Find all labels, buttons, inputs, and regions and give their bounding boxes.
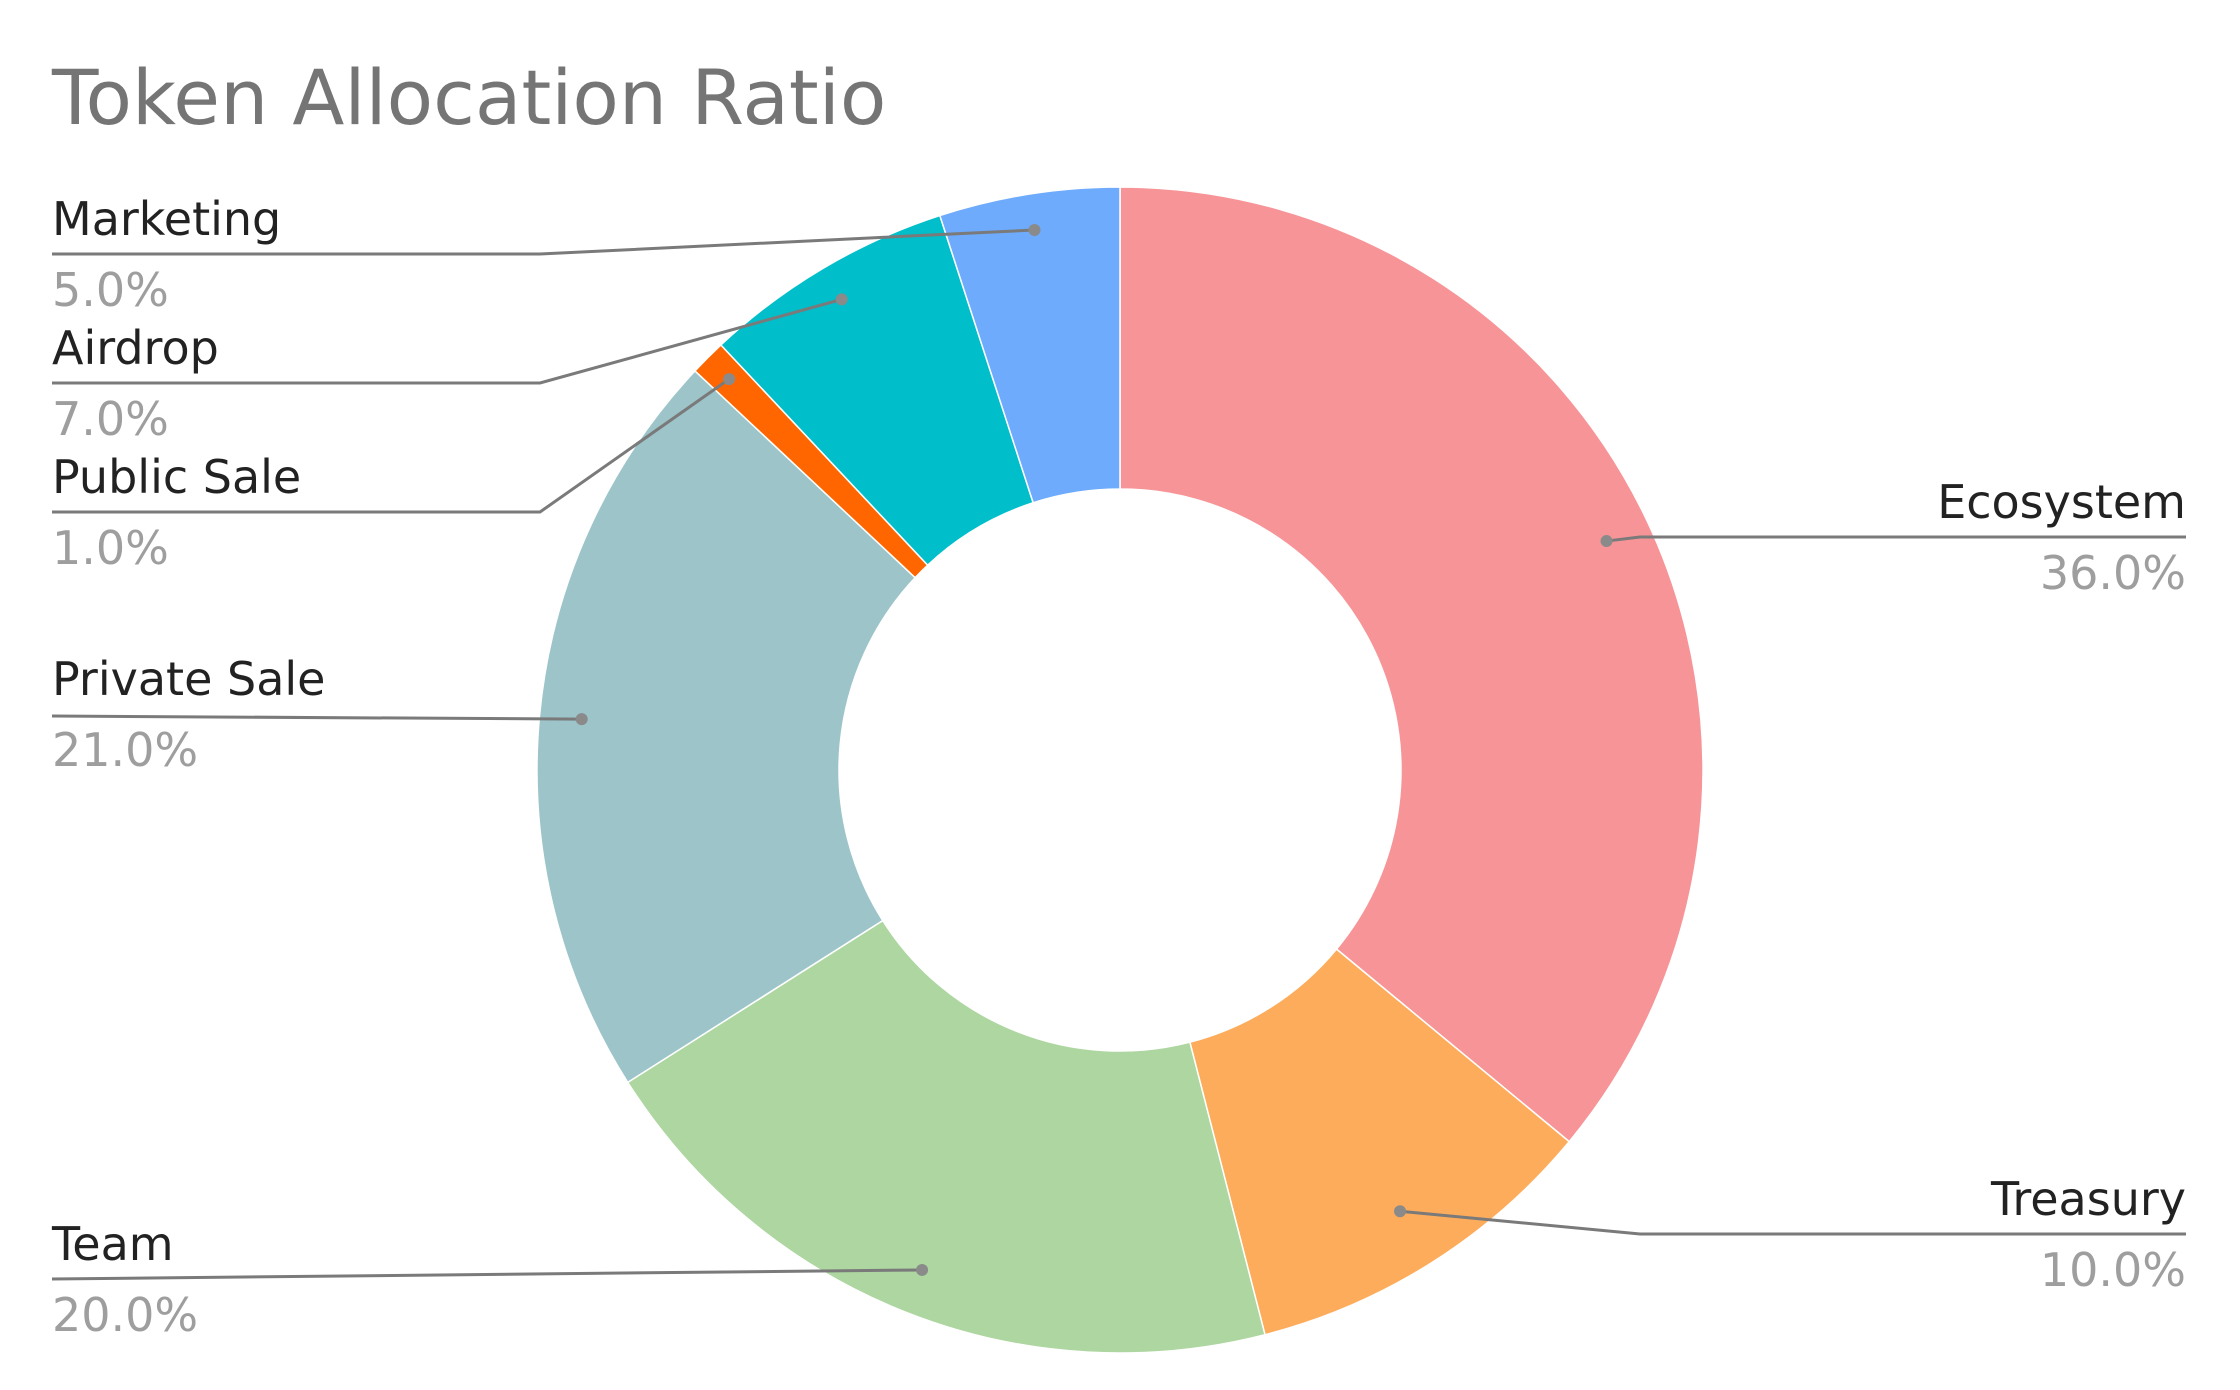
leader-dot-ecosystem xyxy=(1600,535,1613,548)
leader-line-treasury xyxy=(1399,1209,2186,1236)
leader-dot-team xyxy=(916,1263,929,1276)
slice-label-treasury: Treasury xyxy=(1990,1172,2186,1226)
leader-line-team xyxy=(51,1268,923,1281)
slice-private-sale[interactable] xyxy=(536,369,917,1084)
labels-layer: Ecosystem 36.0% Treasury 10.0% Team 20.0% Priv… xyxy=(51,192,2186,1342)
slice-percent-team: 20.0% xyxy=(52,1288,198,1342)
slices-layer xyxy=(536,186,1704,1354)
leader-line-airdrop xyxy=(52,297,843,385)
leader-line-marketing xyxy=(52,228,1035,256)
slice-marketing[interactable] xyxy=(938,186,1121,504)
slice-percent-airdrop: 7.0% xyxy=(52,392,169,446)
leader-dot-marketing xyxy=(1028,223,1041,236)
slice-label-ecosystem: Ecosystem xyxy=(1937,475,2186,529)
slice-label-marketing: Marketing xyxy=(52,192,281,246)
slice-team[interactable] xyxy=(626,919,1266,1354)
slice-label-private-sale: Private Sale xyxy=(52,652,325,706)
leader-line-private-sale xyxy=(51,714,582,721)
leader-line-public-sale xyxy=(52,377,730,514)
slice-ecosystem[interactable] xyxy=(1119,186,1704,1143)
leader-dot-treasury xyxy=(1394,1205,1407,1218)
slice-treasury[interactable] xyxy=(1188,948,1571,1336)
slice-percent-private-sale: 21.0% xyxy=(52,723,198,777)
slice-label-airdrop: Airdrop xyxy=(52,321,219,375)
leader-line-ecosystem xyxy=(1606,535,2186,543)
slice-percent-ecosystem: 36.0% xyxy=(2040,546,2186,600)
leader-dot-airdrop xyxy=(835,293,848,306)
leader-dot-private-sale xyxy=(575,713,588,726)
chart-title: Token Allocation Ratio xyxy=(51,53,886,142)
slice-percent-public-sale: 1.0% xyxy=(52,521,169,575)
leader-dot-public-sale xyxy=(723,373,736,386)
slice-label-team: Team xyxy=(51,1217,174,1271)
slice-percent-treasury: 10.0% xyxy=(2040,1243,2186,1297)
slice-percent-marketing: 5.0% xyxy=(52,263,169,317)
slice-label-public-sale: Public Sale xyxy=(52,450,301,504)
